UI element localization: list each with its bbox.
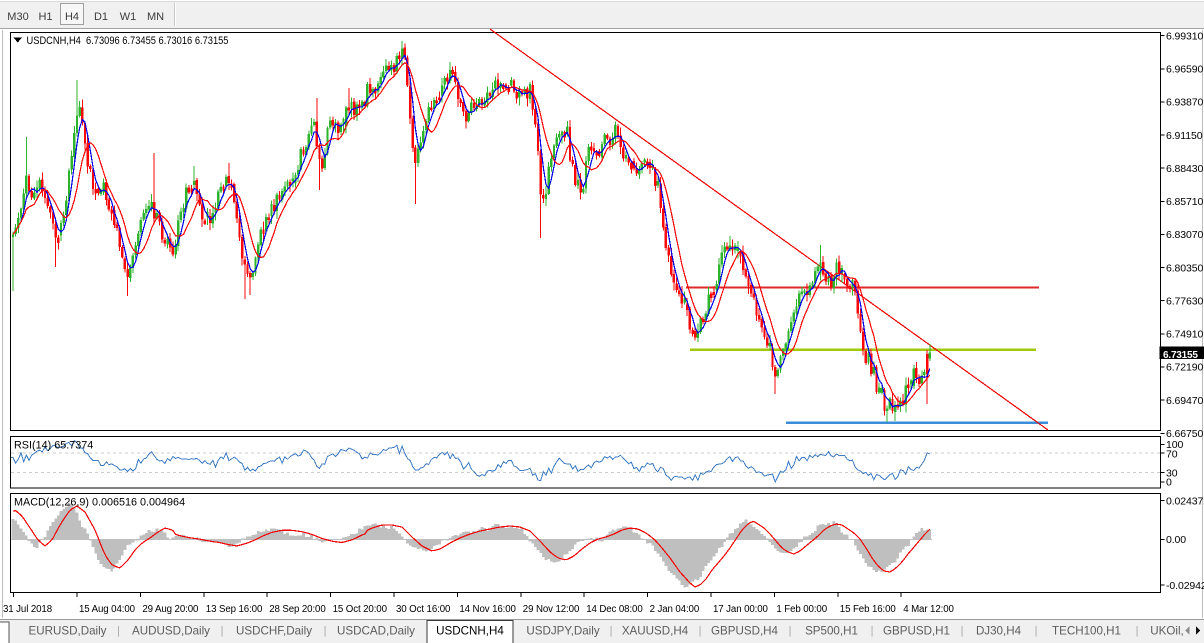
svg-text:6.69470: 6.69470 <box>1166 395 1204 407</box>
svg-text:29 Aug 20:00: 29 Aug 20:00 <box>142 604 199 615</box>
svg-text:|: | <box>324 625 327 637</box>
svg-text:|: | <box>1136 625 1139 637</box>
svg-text:15 Aug 04:00: 15 Aug 04:00 <box>79 604 136 615</box>
svg-text:0.024372: 0.024372 <box>1166 495 1204 507</box>
svg-text:|: | <box>1035 625 1038 637</box>
svg-text:100: 100 <box>1166 439 1183 451</box>
svg-text:15 Oct 20:00: 15 Oct 20:00 <box>333 604 388 615</box>
svg-text:6.91150: 6.91150 <box>1166 130 1203 142</box>
svg-text:29 Nov 12:00: 29 Nov 12:00 <box>523 604 580 615</box>
svg-text:2 Jan 04:00: 2 Jan 04:00 <box>650 604 700 615</box>
svg-text:|: | <box>961 625 964 637</box>
svg-text:6.99310: 6.99310 <box>1166 30 1204 42</box>
svg-text:DJ30,H4: DJ30,H4 <box>976 625 1022 638</box>
svg-text:6.73155: 6.73155 <box>1163 350 1198 361</box>
svg-text:MACD(12,26,9) 0.006516 0.00496: MACD(12,26,9) 0.006516 0.004964 <box>14 497 185 509</box>
svg-text:|: | <box>221 625 224 637</box>
svg-text:D1: D1 <box>94 11 108 23</box>
svg-text:6.72190: 6.72190 <box>1166 362 1204 374</box>
svg-text:|: | <box>610 625 613 637</box>
svg-text:TECH100,H1: TECH100,H1 <box>1052 625 1121 638</box>
svg-text:6.96590: 6.96590 <box>1166 64 1204 76</box>
svg-text:6.88430: 6.88430 <box>1166 163 1204 175</box>
svg-text:USDCNH,H4 6.73096 6.73455 6.7: USDCNH,H4 6.73096 6.73455 6.73016 6.7315… <box>27 35 229 47</box>
svg-text:RSI(14) 65.7374: RSI(14) 65.7374 <box>14 440 93 452</box>
svg-text:UKOil,: UKOil, <box>1150 625 1184 638</box>
svg-text:|: | <box>871 625 874 637</box>
svg-text:USDCAD,Daily: USDCAD,Daily <box>337 625 415 638</box>
svg-text:13 Sep 16:00: 13 Sep 16:00 <box>206 604 263 615</box>
svg-text:31 Jul 2018: 31 Jul 2018 <box>3 604 52 615</box>
svg-text:70: 70 <box>1166 449 1178 461</box>
svg-text:MN: MN <box>147 11 164 23</box>
svg-text:USDJPY,Daily: USDJPY,Daily <box>526 625 599 638</box>
svg-text:6.80350: 6.80350 <box>1166 262 1204 274</box>
svg-text:EURUSD,Daily: EURUSD,Daily <box>29 625 107 638</box>
svg-text:6.83070: 6.83070 <box>1166 229 1204 241</box>
svg-text:|: | <box>699 625 702 637</box>
svg-text:0.00: 0.00 <box>1166 534 1186 546</box>
svg-text:6.66750: 6.66750 <box>1166 428 1204 440</box>
svg-text:AUDUSD,Daily: AUDUSD,Daily <box>132 625 210 638</box>
svg-text:17 Jan 00:00: 17 Jan 00:00 <box>713 604 769 615</box>
svg-text:|: | <box>117 625 120 637</box>
svg-text:6.93870: 6.93870 <box>1166 97 1204 109</box>
svg-text:M30: M30 <box>7 11 28 23</box>
svg-text:GBPUSD,H1: GBPUSD,H1 <box>883 625 950 638</box>
svg-text:30: 30 <box>1166 467 1178 479</box>
svg-text:USDCNH,H4: USDCNH,H4 <box>436 625 504 638</box>
svg-text:0: 0 <box>1166 477 1172 489</box>
svg-text:SP500,H1: SP500,H1 <box>805 625 858 638</box>
svg-text:6.74910: 6.74910 <box>1166 329 1204 341</box>
svg-text:4 Mar 12:00: 4 Mar 12:00 <box>903 604 954 615</box>
svg-text:XAUUSD,H4: XAUUSD,H4 <box>622 625 689 638</box>
svg-text:1 Feb 00:00: 1 Feb 00:00 <box>776 604 827 615</box>
svg-text:30 Oct 16:00: 30 Oct 16:00 <box>396 604 451 615</box>
svg-text:H1: H1 <box>38 11 52 23</box>
svg-text:USDCHF,Daily: USDCHF,Daily <box>236 625 312 638</box>
svg-text:6.77630: 6.77630 <box>1166 295 1204 307</box>
svg-text:GBPUSD,H4: GBPUSD,H4 <box>711 625 779 638</box>
svg-text:28 Sep 20:00: 28 Sep 20:00 <box>269 604 326 615</box>
svg-text:|: | <box>789 625 792 637</box>
svg-text:6.85710: 6.85710 <box>1166 196 1204 208</box>
svg-text:15 Feb 16:00: 15 Feb 16:00 <box>840 604 897 615</box>
svg-text:14 Dec 08:00: 14 Dec 08:00 <box>586 604 643 615</box>
svg-text:W1: W1 <box>120 11 137 23</box>
svg-text:H4: H4 <box>65 11 79 23</box>
svg-text:14 Nov 16:00: 14 Nov 16:00 <box>459 604 516 615</box>
